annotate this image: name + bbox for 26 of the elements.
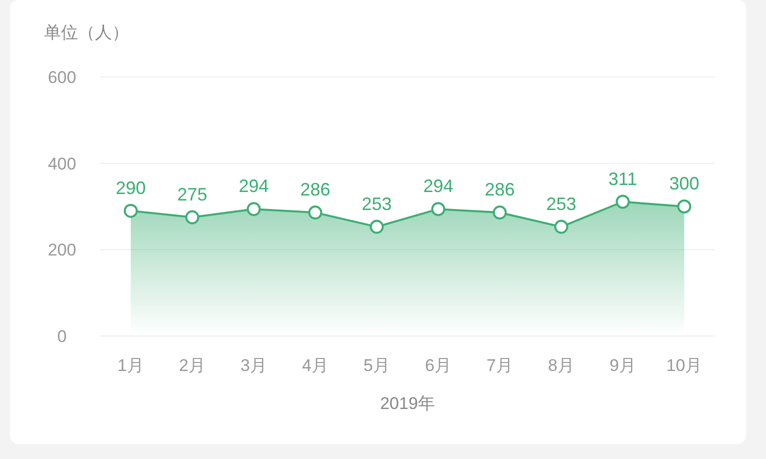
data-label: 286 [484, 180, 515, 200]
x-tick-label: 2月 [179, 356, 206, 375]
data-label: 294 [423, 176, 454, 196]
y-tick-label: 200 [48, 240, 76, 260]
x-tick-label: 3月 [240, 356, 267, 375]
x-tick-label: 5月 [364, 356, 390, 375]
x-tick-label: 9月 [610, 356, 636, 375]
y-tick-label: 0 [57, 327, 67, 346]
x-tick-label: 1月 [118, 356, 144, 375]
data-label: 290 [116, 178, 146, 198]
x-tick-label: 10月 [666, 356, 702, 375]
data-label: 300 [669, 174, 700, 194]
y-axis-title: 单位（人） [44, 23, 129, 42]
data-label: 294 [238, 176, 269, 196]
y-tick-label: 600 [48, 68, 76, 87]
data-label: 311 [608, 168, 638, 189]
data-label: 286 [300, 180, 330, 200]
x-tick-label: 6月 [425, 356, 452, 375]
data-label: 253 [362, 194, 392, 214]
x-axis-title: 2019年 [380, 394, 435, 413]
data-label: 253 [546, 194, 576, 214]
x-tick-label: 7月 [486, 356, 513, 375]
x-tick-label: 8月 [548, 356, 574, 375]
data-label: 275 [177, 184, 208, 204]
x-tick-label: 4月 [302, 356, 328, 375]
y-tick-label: 400 [48, 154, 76, 174]
